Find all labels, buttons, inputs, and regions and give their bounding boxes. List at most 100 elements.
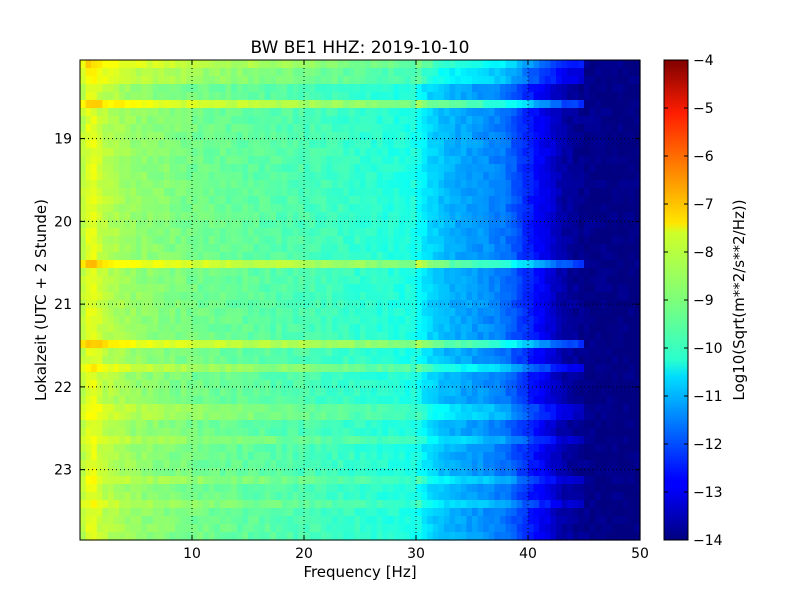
heatmap-cell	[578, 324, 585, 333]
heatmap-cell	[612, 428, 619, 437]
heatmap-cell	[214, 212, 221, 221]
heatmap-cell	[539, 140, 546, 149]
heatmap-cell	[304, 140, 311, 149]
heatmap-cell	[488, 196, 495, 205]
heatmap-cell	[236, 244, 243, 253]
heatmap-cell	[113, 148, 120, 157]
heatmap-cell	[180, 212, 187, 221]
heatmap-cell	[124, 236, 131, 245]
heatmap-cell	[309, 316, 316, 325]
heatmap-cell	[343, 244, 350, 253]
heatmap-cell	[332, 396, 339, 405]
heatmap-cell	[231, 324, 238, 333]
heatmap-cell	[544, 92, 551, 101]
heatmap-cell	[214, 364, 221, 373]
heatmap-cell	[242, 444, 249, 453]
heatmap-cell	[511, 140, 518, 149]
heatmap-cell	[416, 156, 423, 165]
heatmap-cell	[281, 116, 288, 125]
heatmap-cell	[130, 156, 137, 165]
heatmap-cell	[539, 404, 546, 413]
heatmap-cell	[158, 452, 165, 461]
heatmap-cell	[427, 420, 434, 429]
heatmap-cell	[203, 292, 210, 301]
heatmap-cell	[460, 60, 467, 69]
heatmap-cell	[119, 116, 126, 125]
heatmap-cell	[416, 140, 423, 149]
heatmap-cell	[500, 388, 507, 397]
heatmap-cell	[578, 348, 585, 357]
heatmap-cell	[108, 372, 115, 381]
heatmap-cell	[382, 172, 389, 181]
heatmap-cell	[186, 156, 193, 165]
heatmap-cell	[393, 316, 400, 325]
heatmap-cell	[281, 60, 288, 69]
heatmap-cell	[522, 284, 529, 293]
heatmap-cell	[253, 164, 260, 173]
heatmap-cell	[399, 180, 406, 189]
heatmap-cell	[124, 300, 131, 309]
heatmap-cell	[304, 68, 311, 77]
heatmap-cell	[528, 156, 535, 165]
heatmap-cell	[556, 108, 563, 117]
heatmap-cell	[354, 428, 361, 437]
heatmap-cell	[550, 444, 557, 453]
heatmap-cell	[259, 284, 266, 293]
heatmap-cell	[466, 140, 473, 149]
heatmap-cell	[393, 444, 400, 453]
heatmap-cell	[91, 436, 98, 445]
heatmap-cell	[287, 180, 294, 189]
heatmap-cell	[567, 300, 574, 309]
heatmap-cell	[348, 284, 355, 293]
heatmap-cell	[231, 388, 238, 397]
heatmap-cell	[309, 372, 316, 381]
heatmap-cell	[522, 452, 529, 461]
heatmap-cell	[96, 164, 103, 173]
heatmap-cell	[404, 292, 411, 301]
heatmap-cell	[421, 284, 428, 293]
heatmap-cell	[102, 132, 109, 141]
heatmap-cell	[432, 164, 439, 173]
heatmap-cell	[259, 412, 266, 421]
heatmap-cell	[158, 236, 165, 245]
heatmap-cell	[119, 260, 126, 269]
heatmap-cell	[388, 212, 395, 221]
heatmap-cell	[539, 340, 546, 349]
heatmap-cell	[606, 204, 613, 213]
heatmap-cell	[505, 420, 512, 429]
heatmap-cell	[147, 404, 154, 413]
heatmap-cell	[298, 452, 305, 461]
heatmap-cell	[556, 420, 563, 429]
heatmap-cell	[556, 228, 563, 237]
heatmap-cell	[259, 356, 266, 365]
heatmap-cell	[595, 436, 602, 445]
heatmap-cell	[556, 212, 563, 221]
heatmap-cell	[220, 364, 227, 373]
heatmap-cell	[460, 260, 467, 269]
heatmap-cell	[231, 364, 238, 373]
heatmap-cell	[242, 380, 249, 389]
heatmap-cell	[147, 76, 154, 85]
heatmap-cell	[561, 420, 568, 429]
heatmap-cell	[91, 324, 98, 333]
heatmap-cell	[281, 364, 288, 373]
heatmap-cell	[460, 180, 467, 189]
heatmap-cell	[113, 124, 120, 133]
heatmap-cell	[595, 196, 602, 205]
heatmap-cell	[208, 172, 215, 181]
heatmap-cell	[494, 164, 501, 173]
heatmap-cell	[539, 356, 546, 365]
heatmap-cell	[242, 420, 249, 429]
heatmap-cell	[404, 436, 411, 445]
heatmap-cell	[192, 180, 199, 189]
heatmap-cell	[477, 364, 484, 373]
heatmap-cell	[444, 164, 451, 173]
heatmap-cell	[276, 340, 283, 349]
heatmap-cell	[612, 108, 619, 117]
heatmap-cell	[102, 356, 109, 365]
heatmap-cell	[281, 84, 288, 93]
heatmap-cell	[264, 316, 271, 325]
heatmap-cell	[152, 436, 159, 445]
heatmap-cell	[175, 436, 182, 445]
heatmap-cell	[399, 252, 406, 261]
